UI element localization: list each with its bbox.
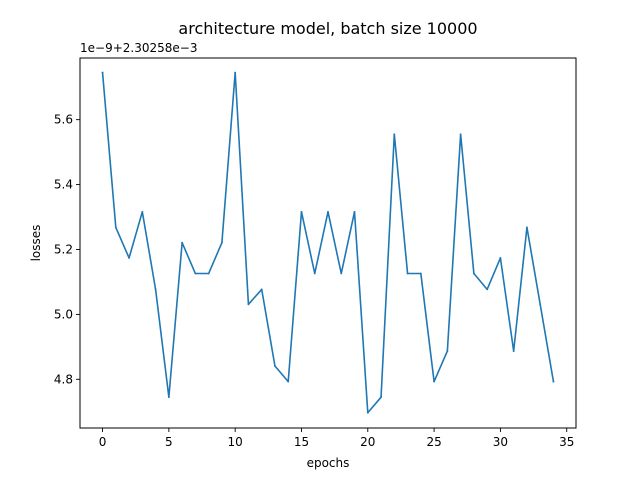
axes-frame	[79, 57, 577, 429]
data-point	[446, 350, 449, 352]
data-point	[154, 288, 157, 291]
data-point	[459, 133, 462, 136]
data-point	[327, 210, 329, 213]
data-point	[167, 396, 170, 399]
x-tick-label: 25	[426, 435, 441, 449]
data-point	[512, 350, 515, 352]
data-point	[141, 210, 144, 213]
x-tick-label: 20	[360, 435, 375, 449]
data-point	[274, 365, 276, 367]
tick-layer: 0 5 10 15 20 25 30 35 4.8 5.0 5.2 5.4 5.6	[54, 113, 574, 449]
y-tick-label: 5.6	[54, 113, 73, 127]
data-point	[486, 288, 489, 291]
x-tick-label: 10	[228, 435, 243, 449]
data-point	[247, 303, 250, 306]
data-point	[472, 272, 475, 275]
data-point	[539, 303, 542, 306]
plot-layer	[101, 71, 555, 414]
data-point	[353, 210, 356, 213]
data-point	[393, 133, 396, 136]
y-axis-label: losses	[29, 225, 43, 262]
chart-title: architecture model, batch size 10000	[178, 19, 477, 38]
data-point	[419, 272, 422, 275]
data-point	[526, 226, 528, 229]
x-tick-label: 15	[294, 435, 309, 449]
data-point	[340, 272, 343, 275]
data-point	[221, 241, 223, 244]
data-point	[114, 226, 117, 229]
y-tick-label: 5.2	[54, 242, 73, 256]
data-point	[366, 411, 369, 414]
y-tick-label: 5.4	[54, 178, 73, 192]
data-point	[207, 272, 210, 275]
data-point	[101, 71, 104, 74]
data-point	[260, 288, 263, 291]
data-point	[128, 257, 130, 259]
data-point	[406, 272, 409, 275]
data-point	[499, 257, 502, 259]
data-point	[433, 380, 435, 383]
data-point	[287, 380, 290, 383]
x-axis-label: epochs	[307, 456, 350, 470]
data-point	[380, 396, 382, 399]
x-tick-label: 0	[99, 435, 107, 449]
x-tick-label: 35	[559, 435, 574, 449]
data-point	[300, 210, 303, 213]
x-tick-label: 30	[493, 435, 508, 449]
y-tick-label: 5.0	[54, 307, 73, 321]
data-point	[552, 380, 555, 383]
data-point	[234, 71, 237, 74]
y-offset-text: 1e−9+2.30258e−3	[80, 41, 197, 55]
data-point	[313, 272, 316, 275]
data-point	[181, 241, 184, 244]
y-tick-label: 4.8	[54, 372, 73, 386]
data-point	[194, 272, 197, 275]
x-tick-label: 5	[165, 435, 173, 449]
